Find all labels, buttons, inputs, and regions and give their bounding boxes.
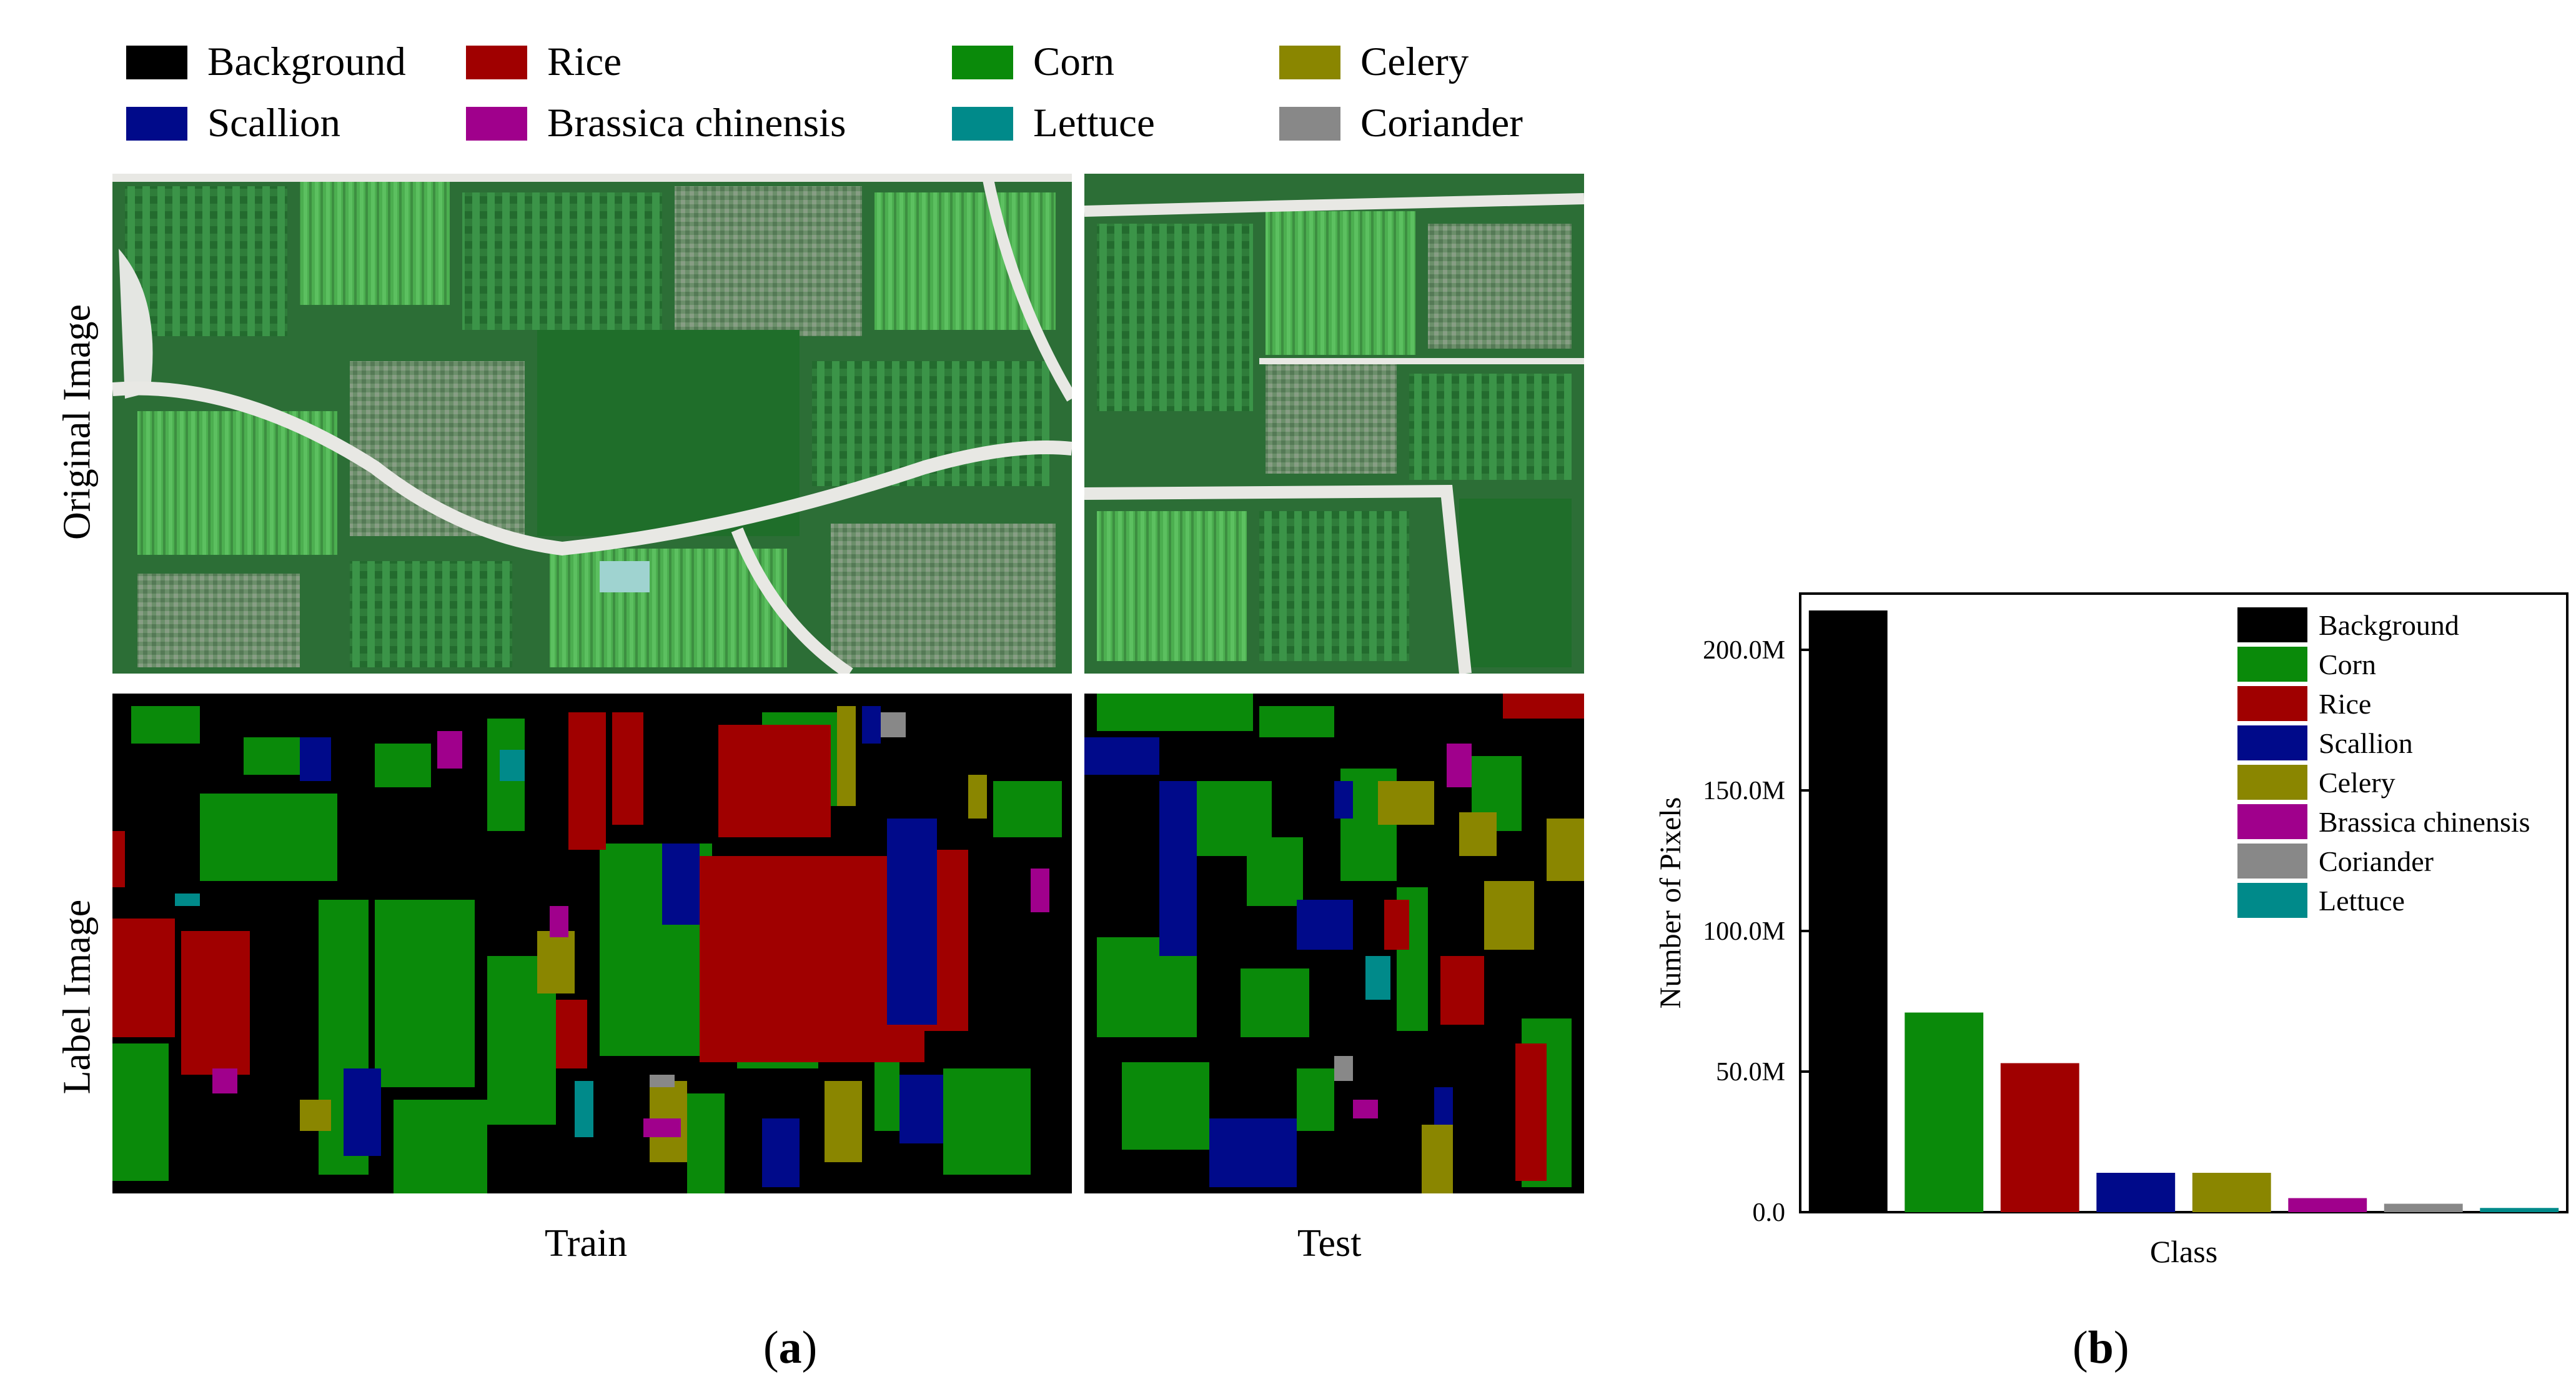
label-image-train — [112, 694, 1072, 1193]
bar-brassica-chinensis: Brassica chinensis: 5000000 — [2288, 1198, 2367, 1212]
legend-label: Scallion — [207, 101, 341, 146]
bar-coriander: Coriander: 3000000 — [2384, 1203, 2463, 1212]
legend-swatch — [126, 45, 187, 79]
legend-item-brassica-chinensis: Brassica chinensis — [466, 100, 846, 147]
caption-panel-b: (b) — [2073, 1322, 2129, 1373]
chart-legend-label: Lettuce — [2319, 885, 2405, 917]
legend-item-scallion: Scallion — [126, 100, 340, 147]
chart-legend-label: Background — [2319, 609, 2459, 641]
legend-label: Corn — [1033, 39, 1114, 84]
chart-legend-swatch — [2237, 883, 2307, 918]
caption-panel-a: (a) — [763, 1322, 818, 1373]
x-axis-label: Class — [2150, 1234, 2217, 1269]
chart-legend-swatch — [2237, 607, 2307, 642]
aerial-photo-train — [112, 174, 1072, 674]
y-tick-label: 200.0M — [1703, 636, 1785, 665]
chart-legend-label: Corn — [2319, 649, 2376, 680]
chart-legend-label: Celery — [2319, 767, 2395, 799]
label-map-test — [1084, 694, 1584, 1193]
legend-swatch — [466, 45, 527, 79]
legend-label: Coriander — [1360, 101, 1523, 146]
plot-frame — [1799, 592, 2569, 1213]
bar-rice: Rice: 53000000 — [2000, 1063, 2079, 1212]
chart-legend-label: Coriander — [2319, 845, 2434, 877]
label-map-train — [112, 694, 1072, 1193]
legend-swatch — [952, 45, 1013, 79]
legend-item-coriander: Coriander — [1279, 100, 1523, 147]
chart-legend-label: Rice — [2319, 688, 2371, 720]
legend-swatch — [1279, 106, 1340, 141]
legend-label: Lettuce — [1033, 101, 1155, 146]
bar-corn: Corn: 71000000 — [1905, 1012, 1984, 1212]
legend-item-corn: Corn — [952, 39, 1114, 86]
legend-label: Rice — [547, 39, 622, 84]
bar-lettuce: Lettuce: 1500000 — [2480, 1208, 2559, 1212]
legend-label: Celery — [1360, 39, 1469, 84]
y-tick-label: 100.0M — [1703, 917, 1785, 946]
caption-letter: b — [2088, 1322, 2114, 1373]
chart-legend-swatch — [2237, 804, 2307, 839]
chart-legend-swatch — [2237, 844, 2307, 879]
legend-swatch — [952, 106, 1013, 141]
legend-item-rice: Rice — [466, 39, 622, 86]
legend-swatch — [1279, 45, 1340, 79]
legend-item-lettuce: Lettuce — [952, 100, 1155, 147]
legend-swatch — [466, 106, 527, 141]
chart-legend-label: Brassica chinensis — [2319, 806, 2530, 838]
split-label-train: Train — [545, 1222, 628, 1265]
legend-swatch — [126, 106, 187, 141]
chart-legend-swatch — [2237, 765, 2307, 800]
legend-label: Background — [207, 39, 406, 84]
y-tick-label: 50.0M — [1716, 1058, 1785, 1087]
bar-celery: Celery: 14000000 — [2192, 1173, 2271, 1212]
legend-item-celery: Celery — [1279, 39, 1469, 86]
label-image-test — [1084, 694, 1584, 1193]
bar-background: Background: 214000000 — [1808, 610, 1888, 1212]
y-tick-label: 150.0M — [1703, 777, 1785, 805]
original-image-test — [1084, 174, 1584, 674]
legend-item-background: Background — [126, 39, 406, 86]
chart-legend-swatch — [2237, 647, 2307, 682]
bar-scallion: Scallion: 14000000 — [2096, 1173, 2176, 1212]
aerial-photo-test — [1084, 174, 1584, 674]
chart-legend-label: Scallion — [2319, 727, 2413, 759]
y-tick-label: 0.0 — [1753, 1198, 1786, 1227]
y-axis-label: Number of Pixels — [1654, 797, 1687, 1009]
split-label-test: Test — [1297, 1222, 1362, 1265]
chart-legend-swatch — [2237, 725, 2307, 760]
legend-label: Brassica chinensis — [547, 101, 846, 146]
caption-letter: a — [778, 1322, 802, 1373]
chart-legend-swatch — [2237, 686, 2307, 721]
original-image-train — [112, 174, 1072, 674]
